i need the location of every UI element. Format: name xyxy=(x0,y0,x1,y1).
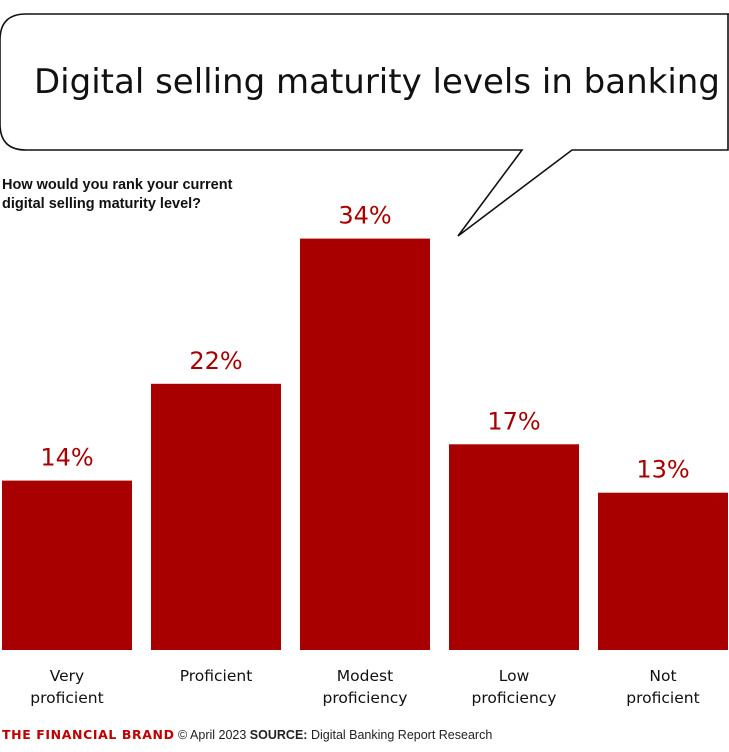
survey-question-line-1: How would you rank your current xyxy=(2,177,233,193)
survey-question: How would you rank your current digital … xyxy=(2,176,302,214)
category-label-3: Modest proficiency xyxy=(322,667,407,707)
bar-2 xyxy=(151,383,281,650)
category-label-2: Proficient xyxy=(180,667,253,685)
bar-5 xyxy=(598,492,728,650)
value-label-5: 13% xyxy=(636,456,689,484)
bar-1 xyxy=(2,480,132,650)
source-text: Digital Banking Report Research xyxy=(310,728,493,742)
value-label-4: 17% xyxy=(487,407,540,435)
source-label: SOURCE: xyxy=(249,728,308,742)
category-label-4: Low proficiency xyxy=(471,667,556,707)
speech-bubble xyxy=(0,13,729,237)
copyright-text: © April 2023 xyxy=(178,728,247,742)
bar-3 xyxy=(300,238,430,650)
value-label-1: 14% xyxy=(40,444,93,472)
value-label-3: 34% xyxy=(338,202,391,230)
value-label-2: 22% xyxy=(189,347,242,375)
footer: THE FINANCIAL BRAND © April 2023 SOURCE:… xyxy=(2,727,492,742)
chart-title: Digital selling maturity levels in banki… xyxy=(34,62,720,102)
bar-4 xyxy=(449,444,579,650)
category-label-1: Very proficient xyxy=(30,667,103,707)
category-label-5: Not proficient xyxy=(626,667,699,707)
brand-name: THE FINANCIAL BRAND xyxy=(2,727,175,742)
survey-question-line-2: digital selling maturity level? xyxy=(2,196,202,212)
